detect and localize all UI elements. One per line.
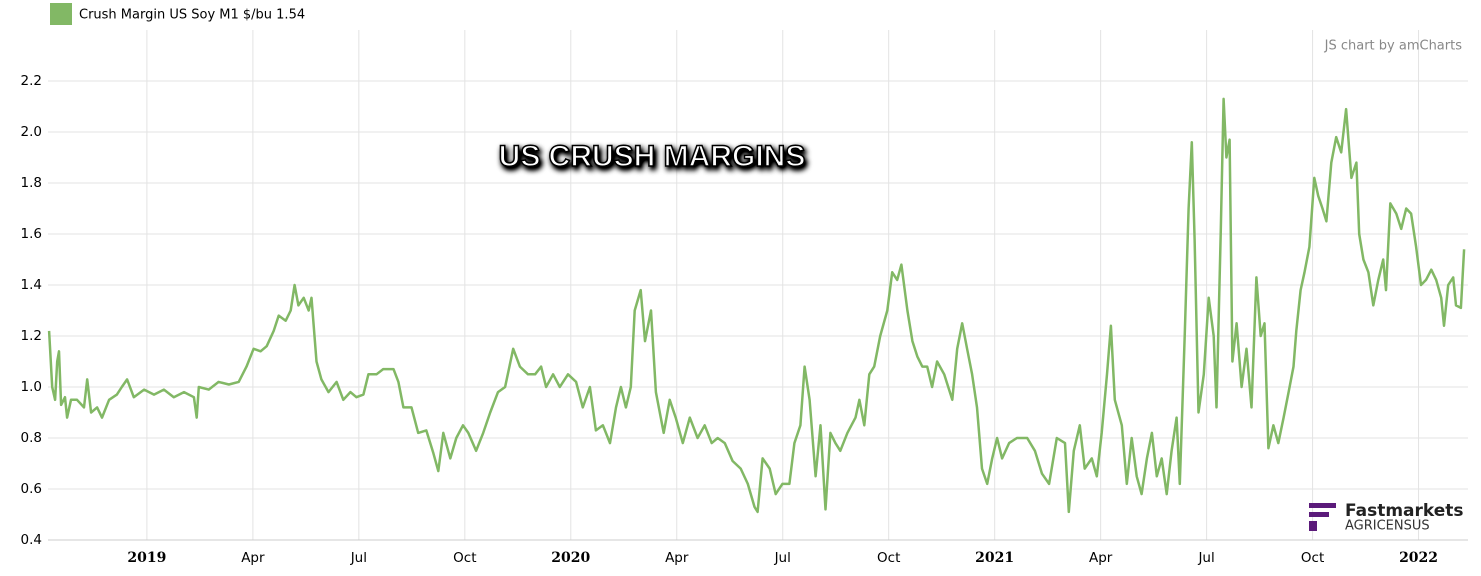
chart-title: US CRUSH MARGINS: [499, 140, 806, 173]
brand-logo: [1309, 503, 1336, 531]
y-tick-label: 1.0: [21, 379, 42, 395]
y-tick-label: 1.6: [21, 226, 42, 242]
x-tick-label: Apr: [241, 550, 265, 566]
logo-bar: [1309, 512, 1329, 517]
x-tick-label: 2022: [1399, 550, 1438, 566]
brand-sub: AGRICENSUS: [1345, 519, 1430, 534]
legend-swatch[interactable]: [50, 3, 72, 25]
credit[interactable]: JS chart by amCharts: [1324, 39, 1463, 54]
plot: [47, 97, 1466, 514]
y-tick-label: 1.2: [21, 328, 42, 344]
x-tick-label: 2021: [975, 550, 1014, 566]
y-tick-label: 2.2: [21, 73, 42, 89]
logo-bar: [1309, 503, 1336, 508]
y-tick-label: 0.8: [21, 430, 42, 446]
x-tick-label: Jul: [350, 550, 367, 566]
x-tick-label: Jul: [774, 550, 791, 566]
y-tick-label: 1.4: [21, 277, 42, 293]
x-tick-label: Oct: [453, 550, 476, 566]
legend-label[interactable]: Crush Margin US Soy M1 $/bu 1.54: [79, 8, 305, 23]
x-tick-label: Oct: [877, 550, 900, 566]
y-tick-label: 1.8: [21, 175, 42, 191]
x-tick-label: Apr: [665, 550, 689, 566]
x-tick-label: Apr: [1089, 550, 1113, 566]
x-tick-label: 2019: [127, 550, 166, 566]
logo-bar: [1309, 521, 1317, 531]
y-tick-label: 2.0: [21, 124, 42, 140]
x-tick-label: Jul: [1197, 550, 1214, 566]
x-tick-label: 2020: [551, 550, 590, 566]
series-line: [47, 97, 1466, 514]
x-tick-label: Oct: [1301, 550, 1324, 566]
y-tick-label: 0.6: [21, 481, 42, 497]
grid: [48, 30, 1468, 541]
brand-name: Fastmarkets: [1345, 501, 1464, 521]
y-tick-label: 0.4: [21, 532, 42, 548]
